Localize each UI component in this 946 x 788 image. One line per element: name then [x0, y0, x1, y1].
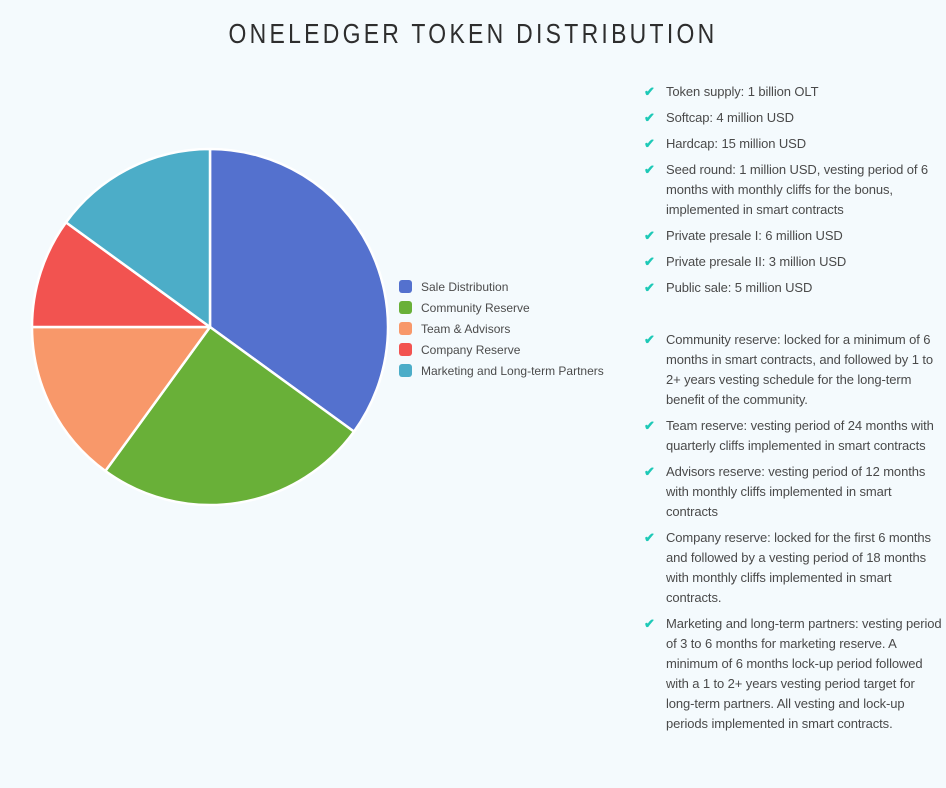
fact-section-sale-facts: ✔ Token supply: 1 billion OLT ✔ Softcap: 4 …: [644, 82, 944, 298]
fact-text: Token supply: 1 billion OLT: [666, 84, 819, 99]
fact-text: Private presale I: 6 million USD: [666, 228, 843, 243]
legend-swatch-icon: [399, 280, 412, 293]
fact-text: Advisors reserve: vesting period of 12 m…: [666, 464, 926, 519]
fact-text: Team reserve: vesting period of 24 month…: [666, 418, 934, 453]
legend-item-community-reserve[interactable]: Community Reserve: [399, 297, 604, 318]
check-icon: ✔: [644, 110, 655, 125]
legend-label: Team & Advisors: [421, 321, 511, 336]
fact-item: ✔ Advisors reserve: vesting period of 12 …: [644, 462, 944, 522]
fact-item: ✔ Hardcap: 15 million USD: [644, 134, 944, 154]
legend-swatch-icon: [399, 343, 412, 356]
check-icon: ✔: [644, 162, 655, 177]
fact-text: Hardcap: 15 million USD: [666, 136, 807, 151]
fact-item: ✔ Community reserve: locked for a minimum…: [644, 330, 944, 410]
legend-label: Sale Distribution: [421, 279, 509, 294]
fact-text: Seed round: 1 million USD, vesting perio…: [666, 162, 929, 217]
fact-text: Private presale II: 3 million USD: [666, 254, 847, 269]
legend-item-team-advisors[interactable]: Team & Advisors: [399, 318, 604, 339]
fact-item: ✔ Seed round: 1 million USD, vesting peri…: [644, 160, 944, 220]
page-title: ONELEDGER TOKEN DISTRIBUTION: [228, 18, 718, 49]
check-icon: ✔: [644, 418, 655, 433]
legend-label: Company Reserve: [421, 342, 521, 357]
check-icon: ✔: [644, 228, 655, 243]
fact-section-vesting-facts: ✔ Community reserve: locked for a minimum…: [644, 330, 944, 734]
pie-slice-team-advisors[interactable]: [30, 325, 212, 473]
details-column: ✔ Token supply: 1 billion OLT ✔ Softcap: 4 …: [644, 82, 944, 740]
pie-slice-community-reserve[interactable]: [104, 325, 356, 507]
fact-item: ✔ Team reserve: vesting period of 24 mont…: [644, 416, 944, 456]
pie-chart: [30, 147, 390, 507]
legend-label: Community Reserve: [421, 300, 530, 315]
check-icon: ✔: [644, 616, 655, 631]
legend-swatch-icon: [399, 364, 412, 377]
check-icon: ✔: [644, 464, 655, 479]
fact-item: ✔ Public sale: 5 million USD: [644, 278, 944, 298]
legend-swatch-icon: [399, 322, 412, 335]
pie-slice-marketing-and-long-term-partners[interactable]: [64, 147, 212, 329]
fact-text: Marketing and long-term partners: vestin…: [666, 616, 942, 731]
check-icon: ✔: [644, 136, 655, 151]
pie-slice-company-reserve[interactable]: [30, 221, 212, 329]
legend-label: Marketing and Long-term Partners: [421, 363, 604, 378]
fact-item: ✔ Softcap: 4 million USD: [644, 108, 944, 128]
check-icon: ✔: [644, 280, 655, 295]
legend-item-company-reserve[interactable]: Company Reserve: [399, 339, 604, 360]
fact-text: Company reserve: locked for the first 6 …: [666, 530, 931, 605]
legend-item-marketing-and-long-term-partners[interactable]: Marketing and Long-term Partners: [399, 360, 604, 381]
pie-chart-svg: [30, 147, 390, 507]
chart-legend: Sale Distribution Community Reserve Team &…: [399, 276, 604, 381]
legend-swatch-icon: [399, 301, 412, 314]
check-icon: ✔: [644, 84, 655, 99]
check-icon: ✔: [644, 254, 655, 269]
legend-item-sale-distribution[interactable]: Sale Distribution: [399, 276, 604, 297]
fact-text: Softcap: 4 million USD: [666, 110, 794, 125]
fact-text: Public sale: 5 million USD: [666, 280, 813, 295]
fact-item: ✔ Marketing and long-term partners: vesti…: [644, 614, 944, 734]
fact-item: ✔ Company reserve: locked for the first 6…: [644, 528, 944, 608]
fact-text: Community reserve: locked for a minimum …: [666, 332, 933, 407]
fact-item: ✔ Token supply: 1 billion OLT: [644, 82, 944, 102]
fact-item: ✔ Private presale I: 6 million USD: [644, 226, 944, 246]
pie-slice-sale-distribution[interactable]: [208, 147, 390, 433]
check-icon: ✔: [644, 530, 655, 545]
fact-item: ✔ Private presale II: 3 million USD: [644, 252, 944, 272]
check-icon: ✔: [644, 332, 655, 347]
